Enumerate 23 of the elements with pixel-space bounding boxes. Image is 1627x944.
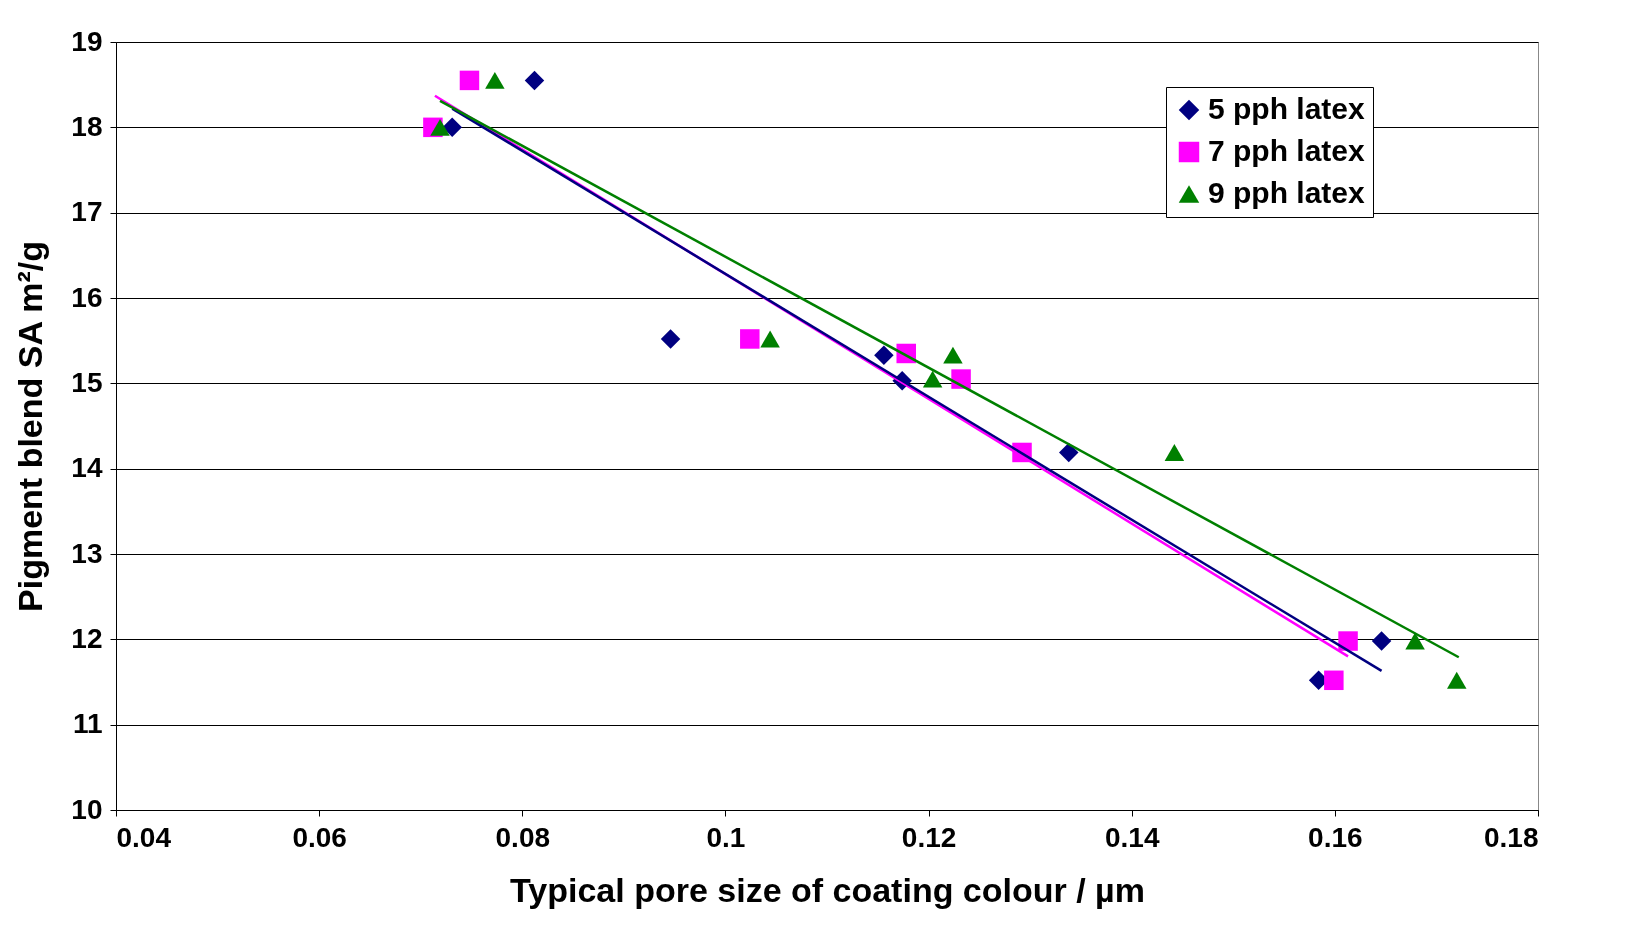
x-tick-label: 0.14 (1104, 821, 1160, 853)
y-axis-title: Pigment blend SA m²/g (11, 241, 50, 612)
y-tick-label: 12 (71, 622, 103, 654)
y-tick-label: 15 (71, 366, 103, 398)
y-tick-label: 11 (72, 708, 103, 740)
y-tick-label: 18 (71, 110, 103, 142)
x-tick-label: 0.06 (292, 821, 347, 853)
y-tick-label: 19 (71, 25, 103, 57)
x-tick-label: 0.04 (116, 821, 172, 853)
legend-label: 5 pph latex (1208, 92, 1366, 125)
x-axis-title: Typical pore size of coating colour / µm (510, 870, 1145, 909)
x-tick-label: 0.18 (1484, 821, 1539, 853)
x-tick-label: 0.1 (706, 821, 746, 853)
x-tick-label: 0.12 (901, 821, 957, 853)
y-tick-label: 13 (71, 537, 103, 569)
y-tick-label: 10 (71, 793, 103, 825)
legend-label: 9 pph latex (1208, 176, 1366, 209)
y-tick-label: 17 (71, 196, 103, 228)
x-tick-label: 0.08 (495, 821, 551, 853)
y-tick-label: 14 (71, 452, 103, 484)
y-tick-label: 16 (71, 281, 103, 313)
x-tick-label: 0.16 (1308, 821, 1363, 853)
legend-label: 7 pph latex (1208, 134, 1366, 167)
